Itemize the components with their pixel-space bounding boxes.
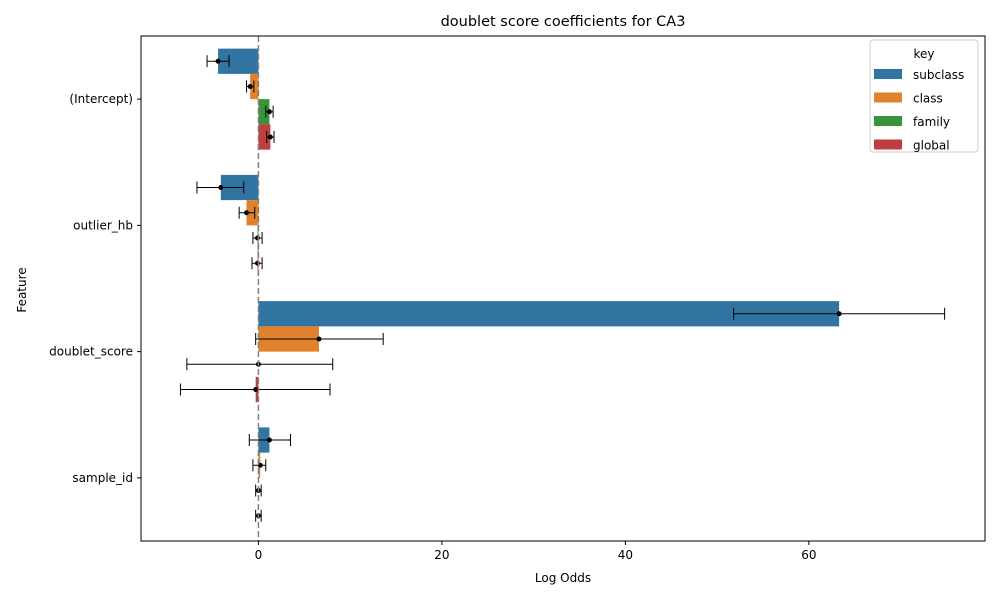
error-bar-global-doubletscore — [180, 384, 330, 396]
legend: key subclass class family global — [870, 40, 978, 153]
point-estimate — [255, 236, 260, 241]
point-estimate — [216, 59, 221, 64]
legend-swatch-global — [874, 140, 902, 150]
legend-swatch-subclass — [874, 69, 902, 79]
legend-label-class: class — [913, 92, 943, 106]
x-tick-label: 60 — [801, 548, 816, 562]
error-bar-group — [180, 55, 944, 522]
y-axis-label: Feature — [15, 267, 29, 312]
bar-group — [218, 49, 839, 529]
point-estimate — [267, 109, 272, 114]
legend-label-subclass: subclass — [913, 68, 964, 82]
legend-label-global: global — [913, 139, 950, 153]
x-axis: 0 20 40 60 — [255, 541, 817, 562]
y-tick-label: (Intercept) — [69, 92, 133, 106]
y-axis: (Intercept) outlier_hb doublet_scoresample… — [49, 92, 141, 485]
error-bar-subclass-sampleid — [249, 434, 290, 446]
legend-swatch-class — [874, 93, 902, 103]
point-estimate — [255, 261, 260, 266]
point-estimate — [267, 438, 272, 443]
point-estimate — [253, 387, 258, 392]
y-tick-label: outlier_hb — [73, 218, 133, 232]
point-estimate — [248, 84, 253, 89]
legend-title: key — [913, 47, 934, 61]
chart-title: doublet score coefficients for CA3 — [441, 14, 686, 30]
y-tick-label: doublet_score — [49, 345, 133, 359]
x-axis-label: Log Odds — [535, 571, 591, 585]
x-tick-label: 40 — [618, 548, 633, 562]
point-estimate — [316, 337, 321, 342]
x-tick-label: 20 — [434, 548, 449, 562]
legend-label-family: family — [913, 115, 950, 129]
error-bar-global-outlierhb — [252, 257, 262, 269]
point-estimate — [268, 135, 273, 140]
legend-swatch-family — [874, 116, 902, 126]
point-estimate — [837, 311, 842, 316]
y-tick-label: sample_id — [72, 471, 133, 485]
point-estimate — [244, 210, 249, 215]
point-estimate — [218, 185, 223, 190]
x-tick-label: 0 — [255, 548, 263, 562]
error-bar-family-doubletscore — [187, 358, 333, 370]
